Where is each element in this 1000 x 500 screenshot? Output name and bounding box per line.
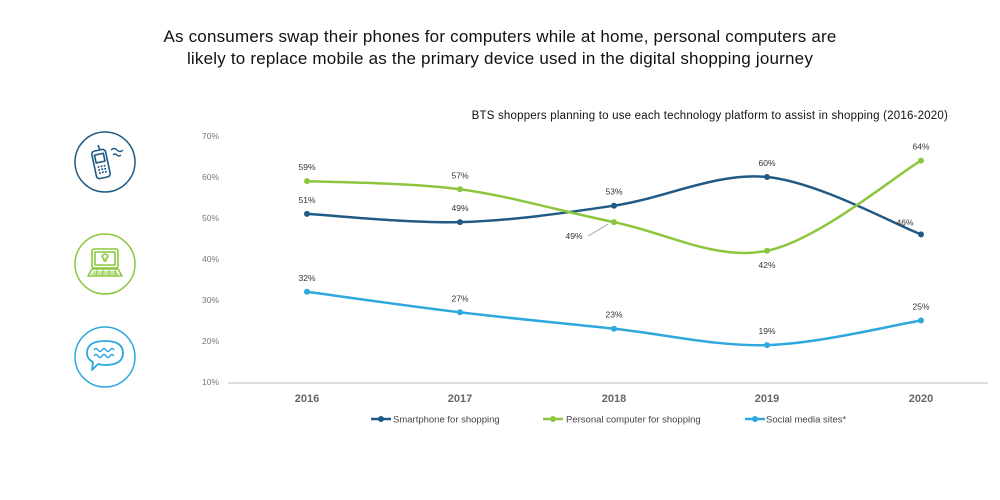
legend-marker-smartphone [378,416,384,422]
data-point-smartphone [304,210,310,217]
data-point-smartphone [764,174,770,180]
data-point-smartphone [918,231,924,238]
data-point-social [764,342,770,349]
x-tick-label: 2016 [295,393,319,405]
data-point-social [918,317,924,324]
data-label: 59% [298,162,315,172]
data-label: 57% [451,170,468,180]
chart-title: BTS shoppers planning to use each techno… [471,110,948,122]
headline-line-1: As consumers swap their phones for compu… [163,27,837,46]
headline-line-2: likely to replace mobile as the primary … [186,49,814,68]
data-label: 23% [605,310,622,320]
x-tick-label: 2020 [909,393,933,405]
headline: As consumers swap their phones for compu… [0,26,1000,70]
x-tick-label: 2018 [602,393,626,405]
data-label: 42% [758,260,775,270]
legend-label-social: Social media sites* [766,415,847,426]
legend-marker-social [752,416,758,422]
legend-label-smartphone: Smartphone for shopping [393,415,500,426]
y-tick-label: 70% [202,131,219,141]
legend-label-pc: Personal computer for shopping [566,415,701,426]
data-label: 53% [605,187,622,197]
data-point-social [611,325,617,332]
data-label: 25% [912,302,929,312]
data-label: 51% [298,195,315,205]
leader-line [587,223,609,237]
y-tick-label: 30% [202,295,219,305]
data-point-pc [457,186,463,193]
legend-marker-pc [550,416,556,422]
y-tick-label: 10% [202,377,219,387]
laptop-icon [74,233,136,295]
data-label: 27% [451,293,468,303]
data-label: 32% [298,273,315,283]
data-label: 60% [758,158,775,168]
data-label: 49% [565,231,582,241]
y-tick-label: 50% [202,213,219,223]
data-label: 49% [451,203,468,213]
x-tick-label: 2017 [448,393,472,405]
data-point-pc [611,219,617,226]
data-point-social [304,288,310,295]
speech-bubble-icon [74,326,136,388]
mobile-phone-icon [74,131,136,193]
x-tick-label: 2019 [755,393,779,405]
data-point-pc [918,157,924,164]
y-tick-label: 60% [202,172,219,182]
data-label: 19% [758,326,775,336]
data-point-smartphone [457,219,463,226]
data-label: 64% [912,142,929,152]
data-label: 46% [896,217,913,227]
y-tick-label: 20% [202,336,219,346]
data-point-pc [304,178,310,185]
data-point-social [457,309,463,316]
data-point-pc [764,247,770,254]
y-tick-label: 40% [202,254,219,264]
data-point-smartphone [611,202,617,209]
